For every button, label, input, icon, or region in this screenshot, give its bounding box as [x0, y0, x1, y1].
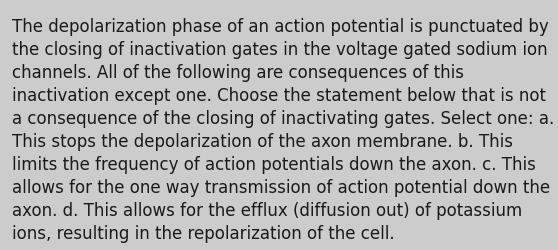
Text: ions, resulting in the repolarization of the cell.: ions, resulting in the repolarization of…	[12, 224, 395, 242]
Text: limits the frequency of action potentials down the axon. c. This: limits the frequency of action potential…	[12, 156, 536, 174]
Text: inactivation except one. Choose the statement below that is not: inactivation except one. Choose the stat…	[12, 86, 546, 104]
Text: channels. All of the following are consequences of this: channels. All of the following are conse…	[12, 64, 464, 82]
Text: the closing of inactivation gates in the voltage gated sodium ion: the closing of inactivation gates in the…	[12, 40, 548, 58]
Text: This stops the depolarization of the axon membrane. b. This: This stops the depolarization of the axo…	[12, 132, 513, 150]
Text: a consequence of the closing of inactivating gates. Select one: a.: a consequence of the closing of inactiva…	[12, 110, 555, 128]
Text: axon. d. This allows for the efflux (diffusion out) of potassium: axon. d. This allows for the efflux (dif…	[12, 202, 522, 220]
Text: allows for the one way transmission of action potential down the: allows for the one way transmission of a…	[12, 178, 550, 196]
Text: The depolarization phase of an action potential is punctuated by: The depolarization phase of an action po…	[12, 18, 549, 36]
